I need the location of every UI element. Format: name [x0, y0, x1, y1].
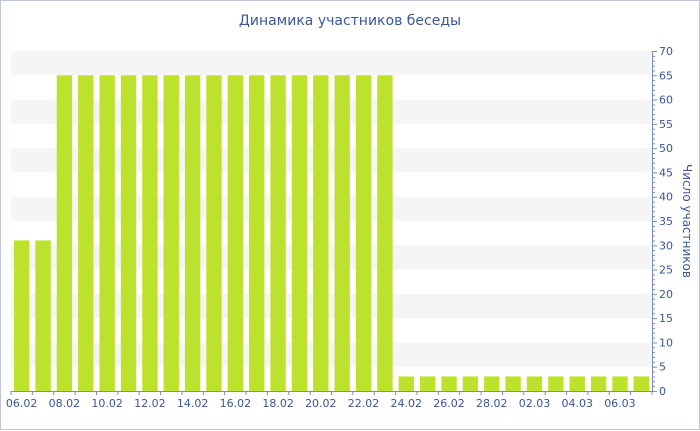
- bar-19.02: [291, 75, 308, 392]
- bar-06.03: [612, 376, 628, 391]
- y-tick-label: 30: [659, 239, 673, 252]
- y-tick-label: 10: [659, 336, 673, 349]
- y-tick-label: 55: [659, 118, 673, 131]
- y-tick-label: 65: [659, 69, 673, 82]
- chart-title: Динамика участников беседы: [238, 13, 462, 29]
- x-tick-label: 02.03: [519, 397, 551, 410]
- bar-27.02: [462, 376, 479, 391]
- y-tick-label: 25: [659, 264, 673, 277]
- bar-23.02: [377, 75, 393, 392]
- bar-10.02: [99, 75, 115, 392]
- y-tick-label: 0: [659, 385, 666, 398]
- y-axis-title: Число участников: [680, 164, 694, 278]
- bar-11.02: [120, 75, 137, 392]
- y-tick-label: 20: [659, 288, 673, 301]
- grid-band: [11, 245, 652, 270]
- bar-04.03: [569, 376, 585, 391]
- bar-12.02: [142, 75, 158, 392]
- grid-band: [11, 51, 652, 76]
- bar-25.02: [419, 376, 436, 391]
- x-tick-label: 14.02: [177, 397, 209, 410]
- x-tick-label: 06.02: [6, 397, 38, 410]
- x-tick-label: 08.02: [49, 397, 81, 410]
- bar-16.02: [227, 75, 244, 392]
- y-tick-label: 5: [659, 361, 666, 374]
- bar-01.03: [505, 376, 521, 391]
- x-tick-label: 04.03: [561, 397, 593, 410]
- y-tick-label: 15: [659, 312, 673, 325]
- y-tick-label: 50: [659, 142, 673, 155]
- bar-22.02: [355, 75, 372, 392]
- y-tick-label: 60: [659, 94, 673, 107]
- bar-07.02: [35, 240, 51, 391]
- bar-08.02: [56, 75, 73, 392]
- bar-09.02: [78, 75, 94, 392]
- bar-07.03: [633, 376, 649, 391]
- x-tick-label: 26.02: [433, 397, 465, 410]
- bar-20.02: [313, 75, 329, 392]
- bar-15.02: [206, 75, 222, 392]
- y-tick-label: 35: [659, 215, 673, 228]
- bar-02.03: [526, 376, 543, 391]
- x-tick-label: 18.02: [262, 397, 294, 410]
- y-tick-label: 40: [659, 191, 673, 204]
- grid-band: [11, 293, 652, 319]
- grid-band: [11, 99, 652, 124]
- x-tick-label: 10.02: [91, 397, 123, 410]
- bar-13.02: [163, 75, 179, 392]
- bar-26.02: [441, 376, 457, 391]
- y-tick-label: 45: [659, 166, 673, 179]
- x-tick-label: 20.02: [305, 397, 337, 410]
- bar-28.02: [484, 376, 500, 391]
- x-tick-label: 24.02: [391, 397, 423, 410]
- bar-17.02: [249, 75, 265, 392]
- x-tick-label: 12.02: [134, 397, 166, 410]
- bar-21.02: [334, 75, 350, 392]
- x-tick-label: 16.02: [220, 397, 252, 410]
- grid-band: [11, 148, 652, 173]
- grid-band: [11, 196, 652, 221]
- bar-24.02: [398, 376, 414, 391]
- y-tick-label: 70: [659, 45, 673, 58]
- bar-18.02: [270, 75, 286, 392]
- bar-03.03: [548, 376, 564, 391]
- bar-06.02: [14, 240, 30, 391]
- x-tick-label: 28.02: [476, 397, 508, 410]
- x-tick-label: 22.02: [348, 397, 380, 410]
- bar-05.03: [590, 376, 607, 391]
- grid-band: [11, 342, 652, 367]
- bar-14.02: [184, 75, 201, 392]
- x-tick-label: 06.03: [604, 397, 636, 410]
